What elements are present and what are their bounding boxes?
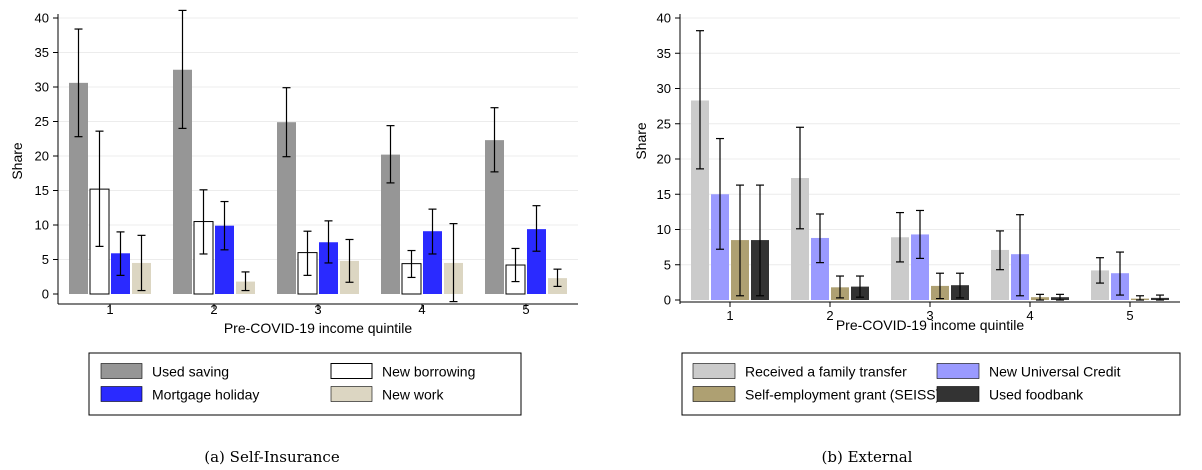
legend-swatch <box>936 386 980 402</box>
y-tick-label: 0 <box>42 287 49 302</box>
y-tick-label: 35 <box>657 46 671 61</box>
y-tick-label: 30 <box>35 80 49 95</box>
legend: Used saving New borrowing Mortgage holiday… <box>88 352 522 416</box>
x-axis-label: Pre-COVID-19 income quintile <box>836 317 1025 333</box>
bar <box>319 242 338 294</box>
x-tick-label: 4 <box>418 302 425 317</box>
legend-label: Used saving <box>152 364 229 380</box>
x-tick-label: 3 <box>314 302 321 317</box>
y-tick-label: 30 <box>657 81 671 96</box>
y-tick-label: 5 <box>42 252 49 267</box>
bar <box>485 140 504 294</box>
y-axis-label: Share <box>9 142 25 180</box>
y-tick-label: 35 <box>35 45 49 60</box>
legend-label: Used foodbank <box>989 387 1084 403</box>
bar <box>423 231 442 294</box>
bar <box>811 237 829 300</box>
y-tick-label: 25 <box>657 116 671 131</box>
bar <box>173 69 192 294</box>
x-tick-label: 1 <box>726 308 733 323</box>
legend-swatch <box>692 386 736 402</box>
panel-caption: (b) External <box>822 448 913 466</box>
bar <box>891 237 909 300</box>
x-tick-label: 5 <box>1126 308 1133 323</box>
y-tick-label: 0 <box>664 293 671 308</box>
x-tick-label: 4 <box>1026 308 1033 323</box>
legend-swatch <box>936 363 980 379</box>
legend-label: Received a family transfer <box>745 364 907 380</box>
bar <box>381 154 400 294</box>
y-tick-label: 40 <box>35 11 49 26</box>
legend-label: New work <box>382 387 444 403</box>
y-axis-label: Share <box>633 122 649 160</box>
x-tick-label: 3 <box>926 308 933 323</box>
bar <box>791 178 809 300</box>
y-tick-label: 25 <box>35 114 49 129</box>
y-tick-label: 40 <box>657 11 671 26</box>
legend-swatch <box>330 386 373 402</box>
y-tick-label: 15 <box>35 183 49 198</box>
y-tick-label: 20 <box>657 152 671 167</box>
legend-swatch <box>692 363 736 379</box>
legend-label: Self-employment grant (SEISS) <box>745 387 940 403</box>
legend-label: New Universal Credit <box>989 364 1121 380</box>
bar <box>991 249 1009 300</box>
bar <box>1091 270 1109 300</box>
y-tick-label: 10 <box>657 222 671 237</box>
bar <box>277 122 296 294</box>
panel-caption: (a) Self-Insurance <box>204 448 340 466</box>
x-tick-label: 5 <box>522 302 529 317</box>
y-tick-label: 15 <box>657 187 671 202</box>
bar <box>527 229 546 294</box>
panel-a: 0 5 10 15 20 25 30 35 40 1 2 3 4 5 Pre-COVID-19 income… <box>9 9 578 466</box>
legend-swatch <box>100 363 143 379</box>
bar <box>691 100 709 300</box>
x-axis-label: Pre-COVID-19 income quintile <box>224 320 413 336</box>
x-tick-label: 1 <box>106 302 113 317</box>
legend-swatch <box>330 363 373 379</box>
legend-label: New borrowing <box>382 364 475 380</box>
panel-b: 0 5 10 15 20 25 30 35 40 1 2 3 4 5 Pre-COVID-19 income… <box>633 11 1181 466</box>
legend-box <box>88 352 522 416</box>
legend-label: Mortgage holiday <box>152 387 259 403</box>
x-tick-label: 2 <box>826 308 833 323</box>
bar <box>215 225 234 294</box>
y-tick-label: 10 <box>35 218 49 233</box>
bar <box>911 234 929 300</box>
bar <box>69 82 88 294</box>
x-tick-label: 2 <box>210 302 217 317</box>
y-tick-label: 20 <box>35 149 49 164</box>
y-tick-label: 5 <box>664 257 671 272</box>
legend-swatch <box>100 386 143 402</box>
legend-box <box>681 352 1181 416</box>
legend: Received a family transfer New Universal … <box>681 352 1181 416</box>
